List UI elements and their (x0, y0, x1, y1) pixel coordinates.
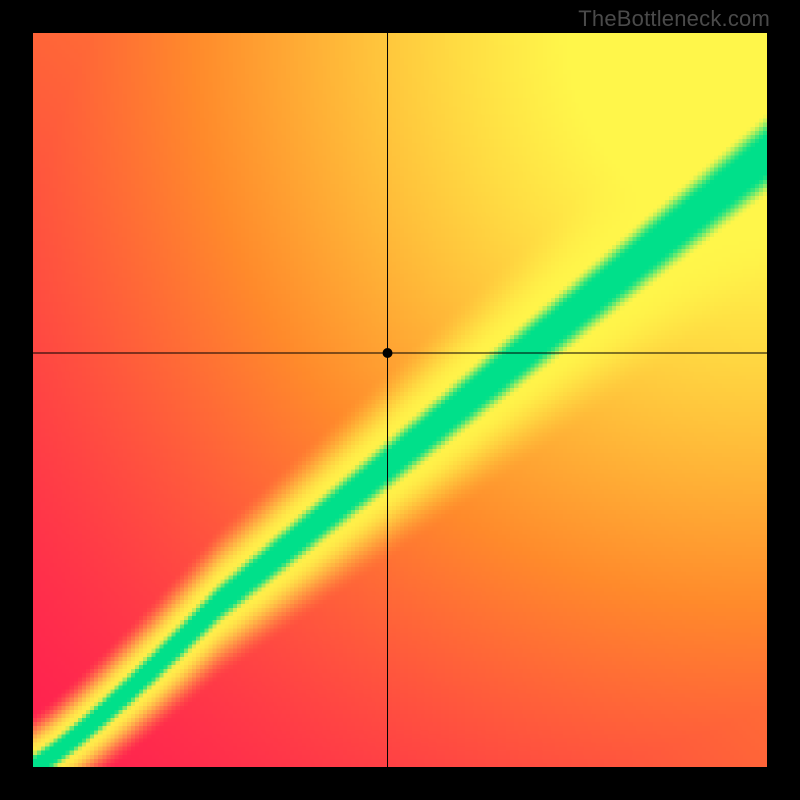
heatmap-canvas (33, 33, 767, 767)
frame: TheBottleneck.com (0, 0, 800, 800)
heatmap-plot (33, 33, 767, 767)
watermark-text: TheBottleneck.com (578, 6, 770, 32)
